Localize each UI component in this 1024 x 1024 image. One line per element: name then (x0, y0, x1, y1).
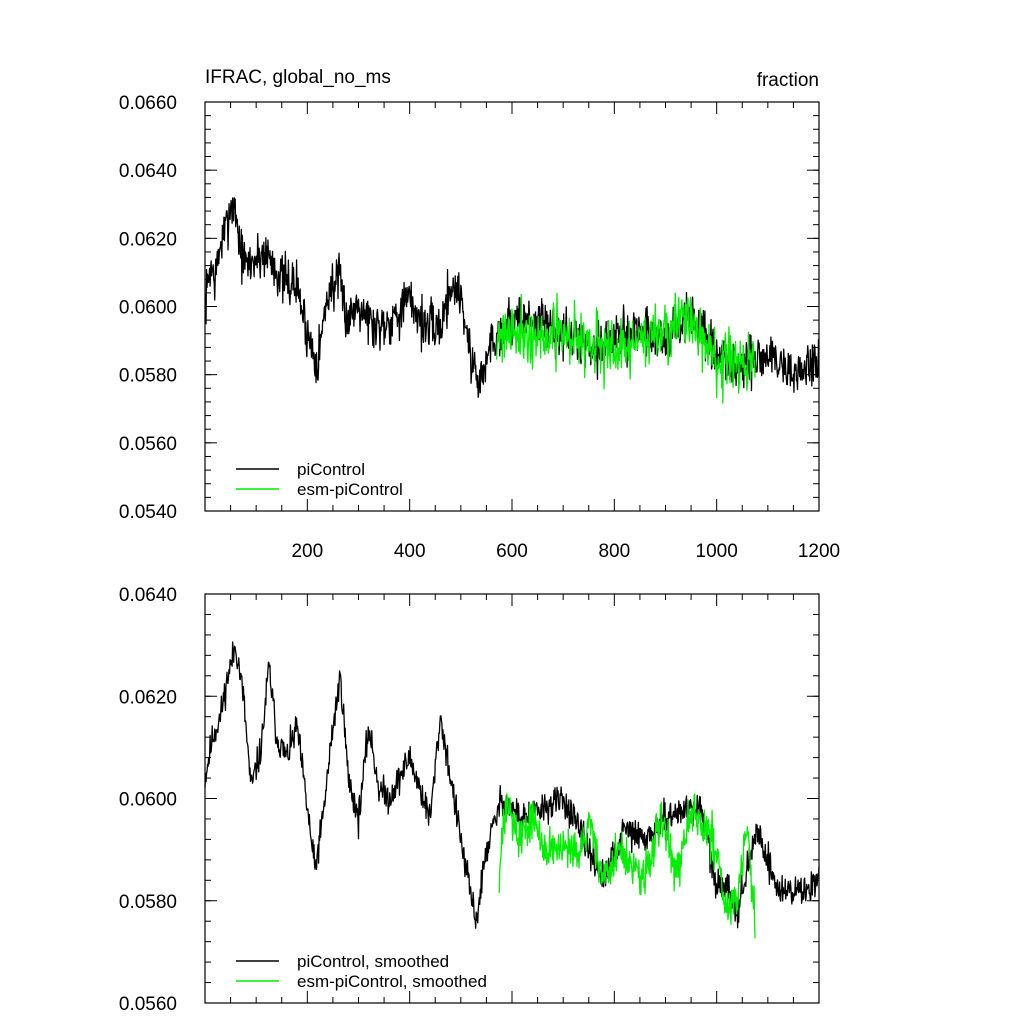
y-tick-label: 0.0640 (119, 161, 177, 182)
x-tick-label: 1200 (798, 541, 840, 562)
top-legend: piControl esm-piControl (236, 460, 403, 499)
y-tick-label: 0.0600 (119, 298, 177, 319)
series-line-bottom-1 (498, 793, 756, 939)
legend-label-esm-picontrol: esm-piControl (297, 480, 403, 499)
legend-label-esm-picontrol-smoothed: esm-piControl, smoothed (297, 972, 487, 991)
y-tick-label: 0.0560 (119, 994, 177, 1015)
y-tick-label: 0.0660 (119, 93, 177, 114)
y-tick-label: 0.0580 (119, 366, 177, 387)
top-plot-frame (204, 101, 820, 512)
y-tick-label: 0.0600 (119, 790, 177, 811)
series-line-top-1 (496, 292, 756, 404)
bottom-plot-frame (204, 593, 820, 1004)
x-tick-label: 200 (291, 541, 323, 562)
top-series-group (204, 197, 820, 404)
y-tick-label: 0.0620 (119, 229, 177, 250)
bottom-panel: 0.0560 0.0580 0.0600 0.0620 0.0640 piControl… (119, 585, 820, 1015)
y-tick-label: 0.0560 (119, 434, 177, 455)
legend-label-picontrol-smoothed: piControl, smoothed (297, 952, 449, 971)
x-tick-label: 400 (394, 541, 426, 562)
bottom-axis-ticks: 0.0560 0.0580 0.0600 0.0620 0.0640 (119, 585, 820, 1015)
bottom-series-group (204, 641, 820, 939)
series-line-top-0 (204, 197, 820, 399)
top-panel: IFRAC, global_no_ms fraction 0.0540 0.056… (119, 67, 840, 562)
bottom-legend: piControl, smoothed esm-piControl, smoot… (236, 952, 487, 991)
y-tick-label: 0.0620 (119, 687, 177, 708)
x-tick-label: 1000 (696, 541, 738, 562)
top-title-left: IFRAC, global_no_ms (205, 67, 391, 88)
x-tick-label: 600 (496, 541, 528, 562)
y-tick-label: 0.0580 (119, 892, 177, 913)
top-axis-ticks: 0.0540 0.0560 0.0580 0.0600 0.0620 0.0640 0.06… (119, 93, 840, 562)
series-line-bottom-0 (204, 641, 820, 929)
y-tick-label: 0.0640 (119, 585, 177, 606)
legend-label-picontrol: piControl (297, 460, 365, 479)
top-title-right: fraction (757, 70, 819, 91)
x-tick-label: 800 (598, 541, 630, 562)
y-tick-label: 0.0540 (119, 502, 177, 523)
